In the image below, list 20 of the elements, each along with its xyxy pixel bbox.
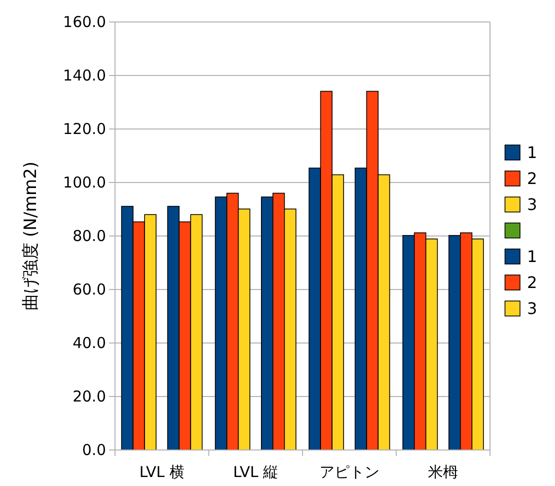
legend-label: 3	[527, 195, 538, 214]
y-axis-title: 曲げ強度 (N/mm2)	[21, 161, 41, 311]
y-tick-label: 40.0	[72, 334, 106, 352]
legend-label: 2	[527, 273, 538, 292]
y-tick-label: 20.0	[72, 388, 106, 406]
legend-label: 1	[527, 143, 538, 162]
y-tick-label: 80.0	[72, 227, 106, 245]
x-tick-label: LVL 縦	[233, 463, 278, 481]
x-tick-label: LVL 横	[139, 463, 184, 481]
y-tick-label: 160.0	[63, 13, 106, 31]
y-tick-label: 100.0	[63, 174, 106, 192]
legend-label: 2	[527, 169, 538, 188]
legend-label: 1	[527, 247, 538, 266]
legend-label: 3	[527, 299, 538, 318]
x-tick-label: アピトン	[319, 463, 380, 481]
x-tick-label: 米栂	[428, 463, 458, 481]
y-tick-label: 0.0	[82, 441, 106, 459]
y-tick-label: 140.0	[63, 66, 106, 84]
y-tick-label: 60.0	[72, 280, 106, 298]
y-tick-label: 120.0	[63, 120, 106, 138]
